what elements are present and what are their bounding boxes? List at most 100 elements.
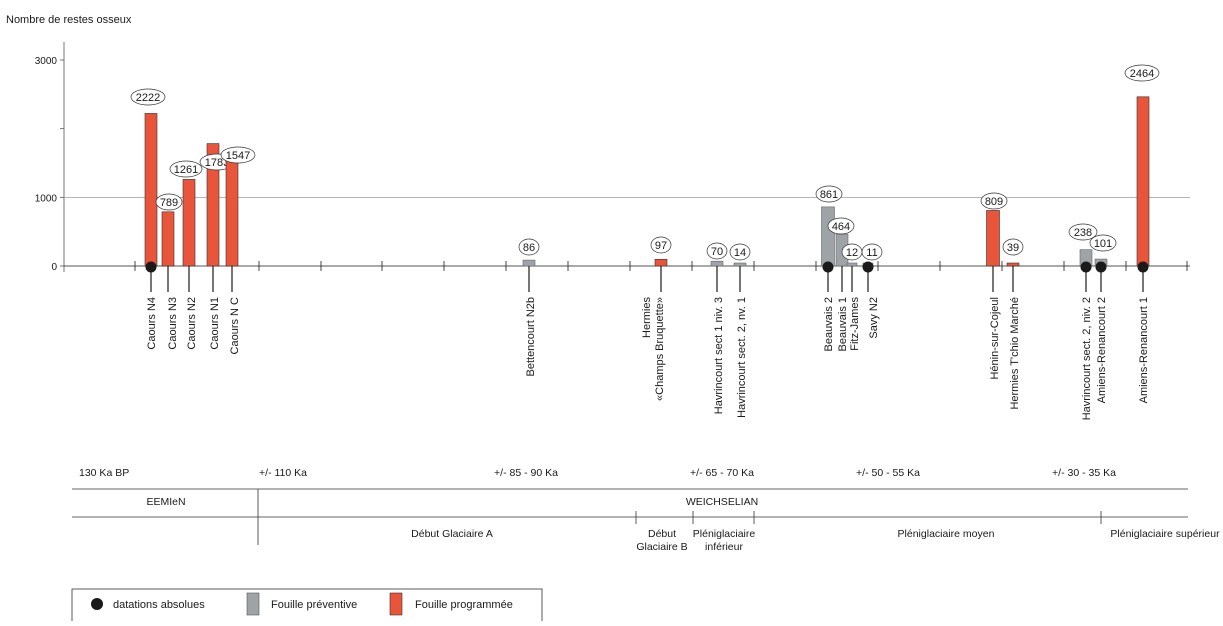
site-label: Beauvais 2	[823, 297, 835, 351]
age-label: +/- 110 Ka	[259, 467, 307, 479]
stage-label: WEICHSELIAN	[686, 496, 758, 508]
phase-label-line: Début	[648, 528, 676, 540]
dated-marker-icon	[1095, 261, 1107, 273]
phase-label-line: Glaciaire B	[636, 541, 687, 553]
value-label: 86	[523, 242, 535, 254]
age-label: +/- 50 - 55 Ka	[856, 467, 920, 479]
chronology-scale: 130 Ka BP +/- 110 Ka +/- 85 - 90 Ka +/- …	[72, 467, 1220, 553]
value-bubble	[861, 243, 883, 261]
dated-marker-icon	[1137, 261, 1149, 273]
bar	[522, 259, 536, 267]
site-label: Bettencourt N2b	[525, 297, 537, 377]
legend-dated-label: datations absolues	[113, 599, 205, 611]
phase-label: Début Glaciaire A	[411, 528, 493, 540]
site-label: Amiens-Renancourt 2	[1096, 297, 1108, 403]
site-label: Savy N2	[868, 297, 880, 339]
programmee-swatch-icon	[389, 592, 403, 616]
value-bubble	[815, 185, 843, 203]
value-label: 809	[985, 196, 1003, 208]
dated-marker-icon	[862, 261, 874, 273]
value-bubble	[518, 238, 540, 256]
value-label: 1261	[174, 164, 198, 176]
value-label: 101	[1094, 238, 1112, 250]
value-label: 861	[820, 189, 838, 201]
site-label: Caours N C	[229, 297, 241, 355]
site-label: Caours N3	[167, 297, 179, 350]
age-label: +/- 30 - 35 Ka	[1052, 467, 1116, 479]
bar	[144, 113, 158, 267]
legend-box	[71, 588, 543, 626]
site-label: Caours N4	[146, 297, 158, 350]
age-label: +/- 85 - 90 Ka	[494, 467, 558, 479]
y-tick-label: 0	[51, 262, 57, 273]
dated-marker-icon	[145, 261, 157, 273]
bar	[846, 262, 858, 267]
site-label: Hermies	[641, 297, 653, 338]
site-label: Amiens-Renancourt 1	[1138, 297, 1150, 403]
site-label: Caours N2	[186, 297, 198, 350]
value-bubble	[1089, 234, 1117, 252]
site-label: Fitz-James	[849, 297, 861, 351]
stage-label: EEMIeN	[146, 496, 185, 508]
bar	[1006, 262, 1020, 267]
bar	[1136, 96, 1150, 267]
preventive-swatch-icon	[246, 592, 260, 616]
legend: datations absolues Fouille préventive Fo…	[71, 588, 543, 626]
value-label: 789	[160, 197, 178, 209]
site-label: «Champs Bruquette»	[654, 297, 666, 401]
value-label: 1547	[226, 150, 250, 162]
value-label: 2464	[1130, 68, 1154, 80]
bar	[182, 179, 196, 267]
bar	[161, 211, 175, 267]
value-label: 2222	[136, 92, 160, 104]
value-bubble	[650, 236, 672, 254]
value-bubble	[169, 160, 203, 178]
value-label: 464	[832, 221, 850, 233]
age-label: 130 Ka BP	[79, 467, 129, 479]
value-bubble	[155, 193, 183, 211]
phase-label-line: inférieur	[705, 541, 743, 553]
bar	[821, 206, 835, 267]
phase-label-line: Pléniglaciaire	[693, 528, 756, 540]
value-label: 97	[655, 240, 667, 252]
value-bubble	[980, 192, 1008, 210]
site-label: Beauvais 1	[837, 297, 849, 351]
y-axis-title: Nombre de restes osseux	[6, 14, 132, 26]
site-label: Havrincourt sect. 2, niv. 2	[1081, 297, 1093, 420]
site-label: Hénin-sur-Cojeul	[989, 297, 1001, 380]
value-bubble	[1068, 223, 1098, 241]
value-label: 70	[711, 246, 723, 258]
dated-marker-icon	[1080, 261, 1092, 273]
bar	[654, 259, 668, 267]
legend-preventive-label: Fouille préventive	[271, 599, 357, 611]
y-tick-label: 1000	[35, 193, 58, 204]
value-bubble	[706, 242, 728, 260]
value-bubble	[729, 243, 751, 261]
value-label: 1783	[205, 157, 229, 169]
value-label: 238	[1074, 227, 1092, 239]
bar	[733, 262, 747, 267]
bar	[710, 260, 724, 267]
value-label: 12	[846, 247, 858, 259]
bar	[225, 159, 239, 267]
site-label: Havrincourt sect 1 niv. 3	[713, 297, 725, 414]
legend-programmee-label: Fouille programmée	[415, 599, 513, 611]
dated-marker-icon	[91, 598, 103, 610]
value-label: 14	[734, 247, 746, 259]
value-label: 11	[866, 247, 877, 259]
site-label: Havrincourt sect. 2, nv. 1	[736, 297, 748, 418]
site-label: Hermies T'chio Marché	[1009, 297, 1021, 410]
y-tick-label: 3000	[35, 56, 58, 67]
phase-label: Pléniglaciaire moyen	[898, 528, 995, 540]
value-bubble	[130, 88, 166, 106]
dated-marker-icon	[822, 261, 834, 273]
age-label: +/- 65 - 70 Ka	[690, 467, 754, 479]
value-bubble	[1124, 64, 1160, 82]
value-bubble	[1002, 238, 1024, 256]
phase-label: Début Glaciaire B	[636, 528, 687, 553]
bar	[986, 210, 1000, 267]
value-bubble	[220, 146, 256, 164]
